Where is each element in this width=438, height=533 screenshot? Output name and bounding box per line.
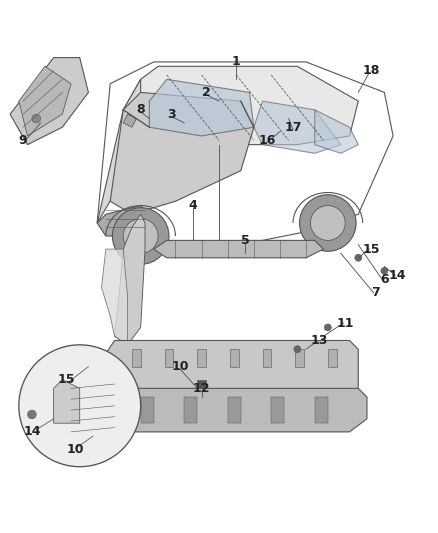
Polygon shape [97, 206, 154, 236]
Polygon shape [97, 79, 141, 223]
Polygon shape [132, 349, 141, 367]
Polygon shape [295, 349, 304, 367]
Polygon shape [102, 249, 127, 345]
Text: 17: 17 [284, 121, 302, 134]
Polygon shape [10, 58, 88, 144]
Polygon shape [328, 349, 336, 367]
Polygon shape [262, 349, 271, 367]
Polygon shape [115, 214, 145, 345]
Text: 14: 14 [23, 425, 41, 438]
Text: 15: 15 [58, 373, 75, 386]
Circle shape [294, 346, 301, 353]
Circle shape [311, 206, 345, 240]
Polygon shape [165, 349, 173, 367]
Text: 4: 4 [188, 199, 197, 212]
Polygon shape [315, 110, 358, 154]
Polygon shape [19, 66, 71, 136]
Text: 10: 10 [67, 443, 84, 456]
Circle shape [32, 114, 41, 123]
Polygon shape [197, 379, 206, 389]
Circle shape [381, 268, 388, 274]
Polygon shape [154, 240, 323, 258]
Text: 14: 14 [389, 269, 406, 282]
Polygon shape [149, 79, 254, 136]
Text: 8: 8 [136, 103, 145, 116]
Text: 3: 3 [167, 108, 176, 120]
Text: 6: 6 [380, 273, 389, 286]
Text: 2: 2 [201, 86, 210, 99]
Polygon shape [230, 349, 239, 367]
Circle shape [324, 324, 331, 331]
Text: 1: 1 [232, 55, 241, 68]
Polygon shape [197, 349, 206, 367]
Text: 13: 13 [311, 334, 328, 347]
Text: 11: 11 [336, 317, 354, 329]
Circle shape [113, 208, 169, 264]
Circle shape [19, 345, 141, 467]
Polygon shape [110, 92, 254, 214]
Text: 15: 15 [363, 243, 380, 256]
Polygon shape [184, 397, 197, 423]
Text: 10: 10 [171, 360, 189, 373]
Polygon shape [123, 66, 358, 144]
Polygon shape [106, 341, 358, 401]
Circle shape [123, 219, 158, 254]
Text: 5: 5 [241, 234, 250, 247]
Text: 16: 16 [258, 134, 276, 147]
Text: 18: 18 [363, 64, 380, 77]
Polygon shape [315, 397, 328, 423]
Polygon shape [271, 397, 284, 423]
Circle shape [355, 254, 362, 261]
Circle shape [300, 195, 356, 251]
Text: 9: 9 [19, 134, 28, 147]
Text: 12: 12 [193, 382, 210, 395]
Polygon shape [53, 379, 80, 423]
Polygon shape [254, 101, 341, 154]
Polygon shape [228, 397, 241, 423]
Text: 7: 7 [371, 286, 380, 299]
Polygon shape [141, 397, 154, 423]
Polygon shape [106, 389, 367, 432]
Circle shape [28, 410, 36, 419]
Polygon shape [123, 114, 136, 127]
